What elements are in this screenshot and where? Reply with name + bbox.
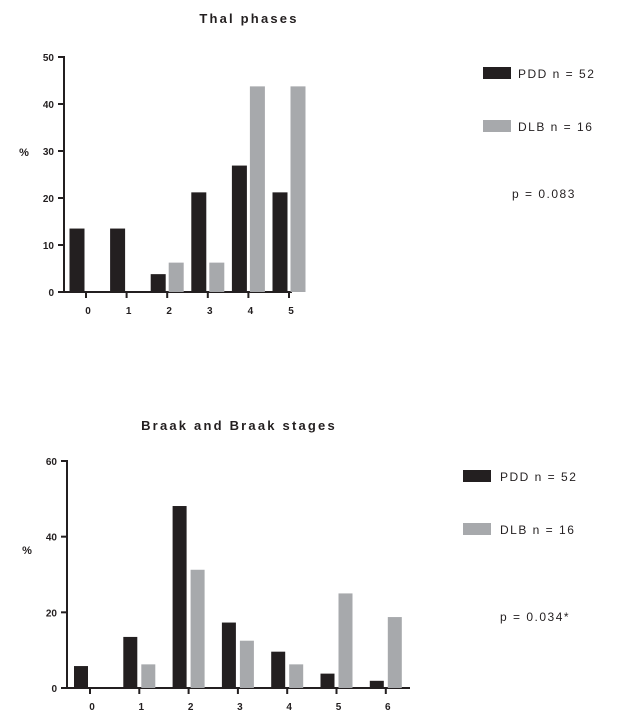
thal-y-tick-label: 40 xyxy=(43,100,55,111)
braak-bar-dlb-6 xyxy=(387,617,402,688)
thal-chart-title: Thal phases xyxy=(199,11,298,26)
braak-plot-area: 0 20 40 60 0 1 2 3 4 5 6 xyxy=(46,457,410,713)
thal-bar-pdd-1 xyxy=(110,228,126,292)
braak-bar-dlb-3 xyxy=(239,640,254,688)
braak-bar-dlb-1 xyxy=(141,664,156,688)
thal-x-tick-label: 4 xyxy=(248,306,254,317)
thal-y-tick-label: 20 xyxy=(43,194,55,205)
braak-y-tick-label: 60 xyxy=(46,457,58,468)
thal-legend-label-dlb: DLB n = 16 xyxy=(518,120,593,134)
thal-bar-dlb-5 xyxy=(290,86,306,292)
thal-y-tick-label: 50 xyxy=(43,53,55,64)
braak-legend-swatch-pdd xyxy=(463,470,491,482)
braak-stages-chart: Braak and Braak stages % p = 0.034* PDD … xyxy=(22,418,577,713)
thal-legend-label-pdd: PDD n = 52 xyxy=(518,67,595,81)
braak-bar-dlb-4 xyxy=(289,664,304,688)
braak-y-tick-label: 40 xyxy=(46,533,58,544)
braak-bar-pdd-2 xyxy=(172,506,187,688)
thal-bar-dlb-2 xyxy=(168,262,184,292)
braak-bar-pdd-6 xyxy=(369,680,384,688)
thal-bar-pdd-3 xyxy=(191,192,207,292)
braak-legend: PDD n = 52 DLB n = 16 xyxy=(463,470,577,537)
braak-chart-title: Braak and Braak stages xyxy=(141,418,337,433)
braak-legend-swatch-dlb xyxy=(463,523,491,535)
braak-bar-pdd-1 xyxy=(123,636,138,688)
braak-bar-pdd-5 xyxy=(320,673,335,688)
thal-y-tick-label: 30 xyxy=(43,147,55,158)
thal-y-tick-label: 10 xyxy=(43,241,55,252)
thal-x-tick-label: 5 xyxy=(288,306,294,317)
braak-bar-dlb-5 xyxy=(338,593,353,688)
braak-y-axis-label: % xyxy=(22,545,32,557)
braak-p-value: p = 0.034* xyxy=(500,610,570,624)
thal-x-tick-label: 2 xyxy=(166,306,172,317)
braak-legend-label-dlb: DLB n = 16 xyxy=(500,523,575,537)
thal-y-axis-label: % xyxy=(19,147,29,159)
braak-bar-pdd-3 xyxy=(221,622,236,688)
braak-x-tick-label: 3 xyxy=(237,702,243,713)
thal-phases-chart: Thal phases % p = 0.083 PDD n = 52 DLB n… xyxy=(19,11,595,317)
braak-x-tick-label: 6 xyxy=(385,702,391,713)
braak-bar-pdd-0 xyxy=(74,666,88,688)
thal-legend-swatch-pdd xyxy=(483,67,511,79)
braak-bar-pdd-4 xyxy=(271,651,286,688)
braak-x-tick-label: 2 xyxy=(188,702,194,713)
thal-plot-area: 0 10 20 30 40 50 0 1 2 3 4 5 xyxy=(43,53,306,317)
thal-x-tick-label: 0 xyxy=(85,306,91,317)
braak-bar-dlb-2 xyxy=(190,569,205,688)
thal-legend: PDD n = 52 DLB n = 16 xyxy=(483,67,595,134)
thal-bar-dlb-3 xyxy=(209,262,225,292)
braak-y-tick-label: 0 xyxy=(51,684,57,695)
braak-y-tick-label: 20 xyxy=(46,608,58,619)
thal-p-value: p = 0.083 xyxy=(512,187,576,201)
thal-bar-dlb-4 xyxy=(249,86,265,292)
thal-bar-pdd-2 xyxy=(150,274,166,292)
braak-x-tick-label: 5 xyxy=(336,702,342,713)
braak-x-tick-label: 0 xyxy=(89,702,95,713)
thal-x-tick-label: 3 xyxy=(207,306,213,317)
braak-legend-label-pdd: PDD n = 52 xyxy=(500,470,577,484)
thal-x-tick-label: 1 xyxy=(126,306,132,317)
thal-bar-pdd-5 xyxy=(272,192,288,292)
thal-y-tick-label: 0 xyxy=(48,288,54,299)
braak-x-tick-label: 1 xyxy=(139,702,145,713)
thal-bar-pdd-0 xyxy=(69,228,85,292)
thal-legend-swatch-dlb xyxy=(483,120,511,132)
thal-bar-pdd-4 xyxy=(231,165,247,292)
braak-x-tick-label: 4 xyxy=(286,702,292,713)
